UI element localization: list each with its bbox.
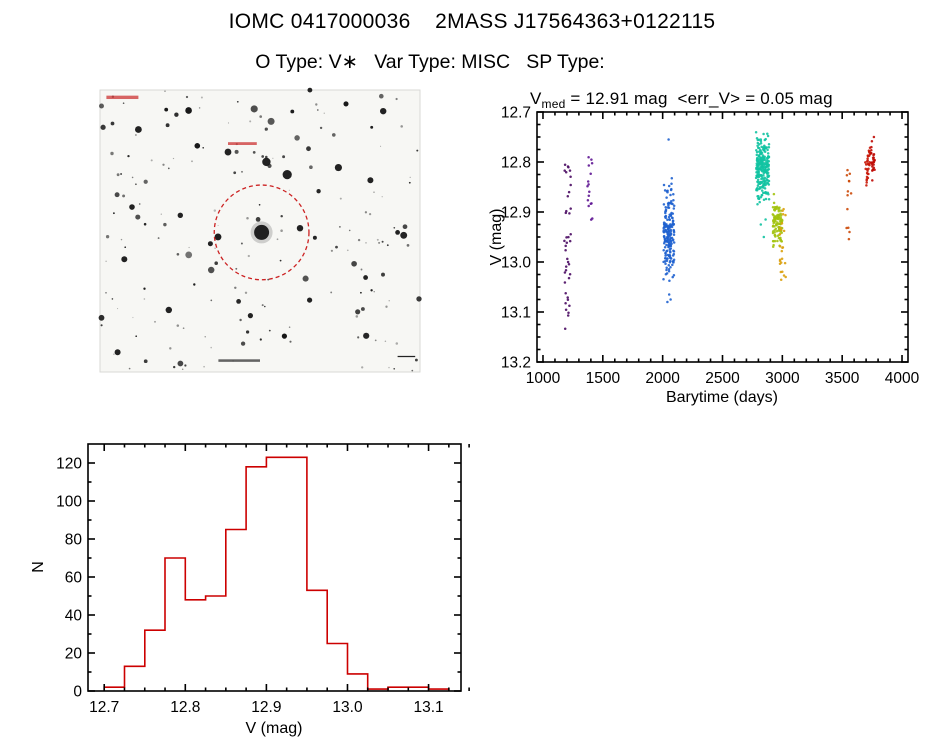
target-circle — [213, 184, 310, 281]
y-tick-label: 120 — [56, 456, 82, 473]
lightcurve-plot: Vmed = 12.91 mag <err_V> = 0.05 mag 1000… — [488, 89, 920, 406]
histogram-y-axis-label: N — [30, 561, 47, 573]
finder-annotation-mark — [228, 142, 257, 145]
y-tick-label: 60 — [65, 570, 83, 587]
x-tick-label: 13.0 — [332, 699, 363, 716]
axes — [536, 111, 909, 363]
y-tick-label: 13.2 — [501, 355, 531, 372]
x-tick-label: 2000 — [645, 370, 680, 387]
y-tick-label: 13.0 — [501, 255, 532, 272]
y-tick-label: 13.1 — [501, 305, 531, 322]
histogram-plot: 12.7 12.8 12.9 13.0 13.1 0 20 40 60 80 100 120 V (m… — [30, 443, 470, 737]
lightcurve-y-axis-label: V (mag) — [488, 209, 505, 266]
lightcurve-title: Vmed = 12.91 mag <err_V> = 0.05 mag — [530, 89, 833, 111]
finder-chart-image — [98, 87, 422, 373]
y-tick-label: 12.9 — [501, 205, 531, 222]
page-title: IOMC 0417000036 2MASS J17564363+0122115 — [228, 10, 716, 33]
x-tick-label: 12.9 — [251, 699, 281, 716]
finder-annotation-mark — [106, 95, 139, 100]
histogram-outline — [103, 456, 450, 691]
y-tick-label: 12.7 — [501, 105, 531, 122]
tick-labels: 12.7 12.8 12.9 13.0 13.1 0 20 40 60 80 100 120 — [56, 456, 444, 717]
histogram-x-axis-label: V (mag) — [246, 720, 303, 737]
star-field — [98, 87, 422, 372]
x-tick-label: 4000 — [885, 370, 920, 387]
x-tick-label: 1000 — [526, 370, 561, 387]
lightcurve-content: 1000 1500 2000 2500 3000 3500 4000 12.7 12.8 12.9… — [501, 105, 920, 388]
y-tick-label: 0 — [73, 684, 82, 701]
x-tick-label: 1500 — [586, 370, 621, 387]
scatter-points — [563, 130, 876, 331]
x-tick-label: 3500 — [825, 370, 860, 387]
page-subtitle: O Type: V∗ Var Type: MISC SP Type: — [255, 51, 605, 73]
x-tick-label: 12.7 — [89, 699, 119, 716]
histogram-content: 12.7 12.8 12.9 13.0 13.1 0 20 40 60 80 100 120 — [56, 443, 470, 717]
y-tick-label: 40 — [65, 608, 83, 625]
y-tick-label: 100 — [56, 494, 82, 511]
y-tick-label: 12.8 — [501, 155, 531, 172]
axes — [87, 443, 470, 692]
tick-labels: 1000 1500 2000 2500 3000 3500 4000 12.7 12.8 12.9… — [501, 105, 920, 388]
x-tick-label: 2500 — [705, 370, 740, 387]
lightcurve-x-axis-label: Barytime (days) — [666, 389, 778, 406]
x-tick-label: 12.8 — [170, 699, 200, 716]
finder-annotation-mark — [218, 359, 260, 362]
y-tick-label: 80 — [65, 532, 83, 549]
x-tick-label: 13.1 — [413, 699, 443, 716]
y-tick-label: 20 — [65, 646, 83, 663]
x-tick-label: 3000 — [765, 370, 800, 387]
